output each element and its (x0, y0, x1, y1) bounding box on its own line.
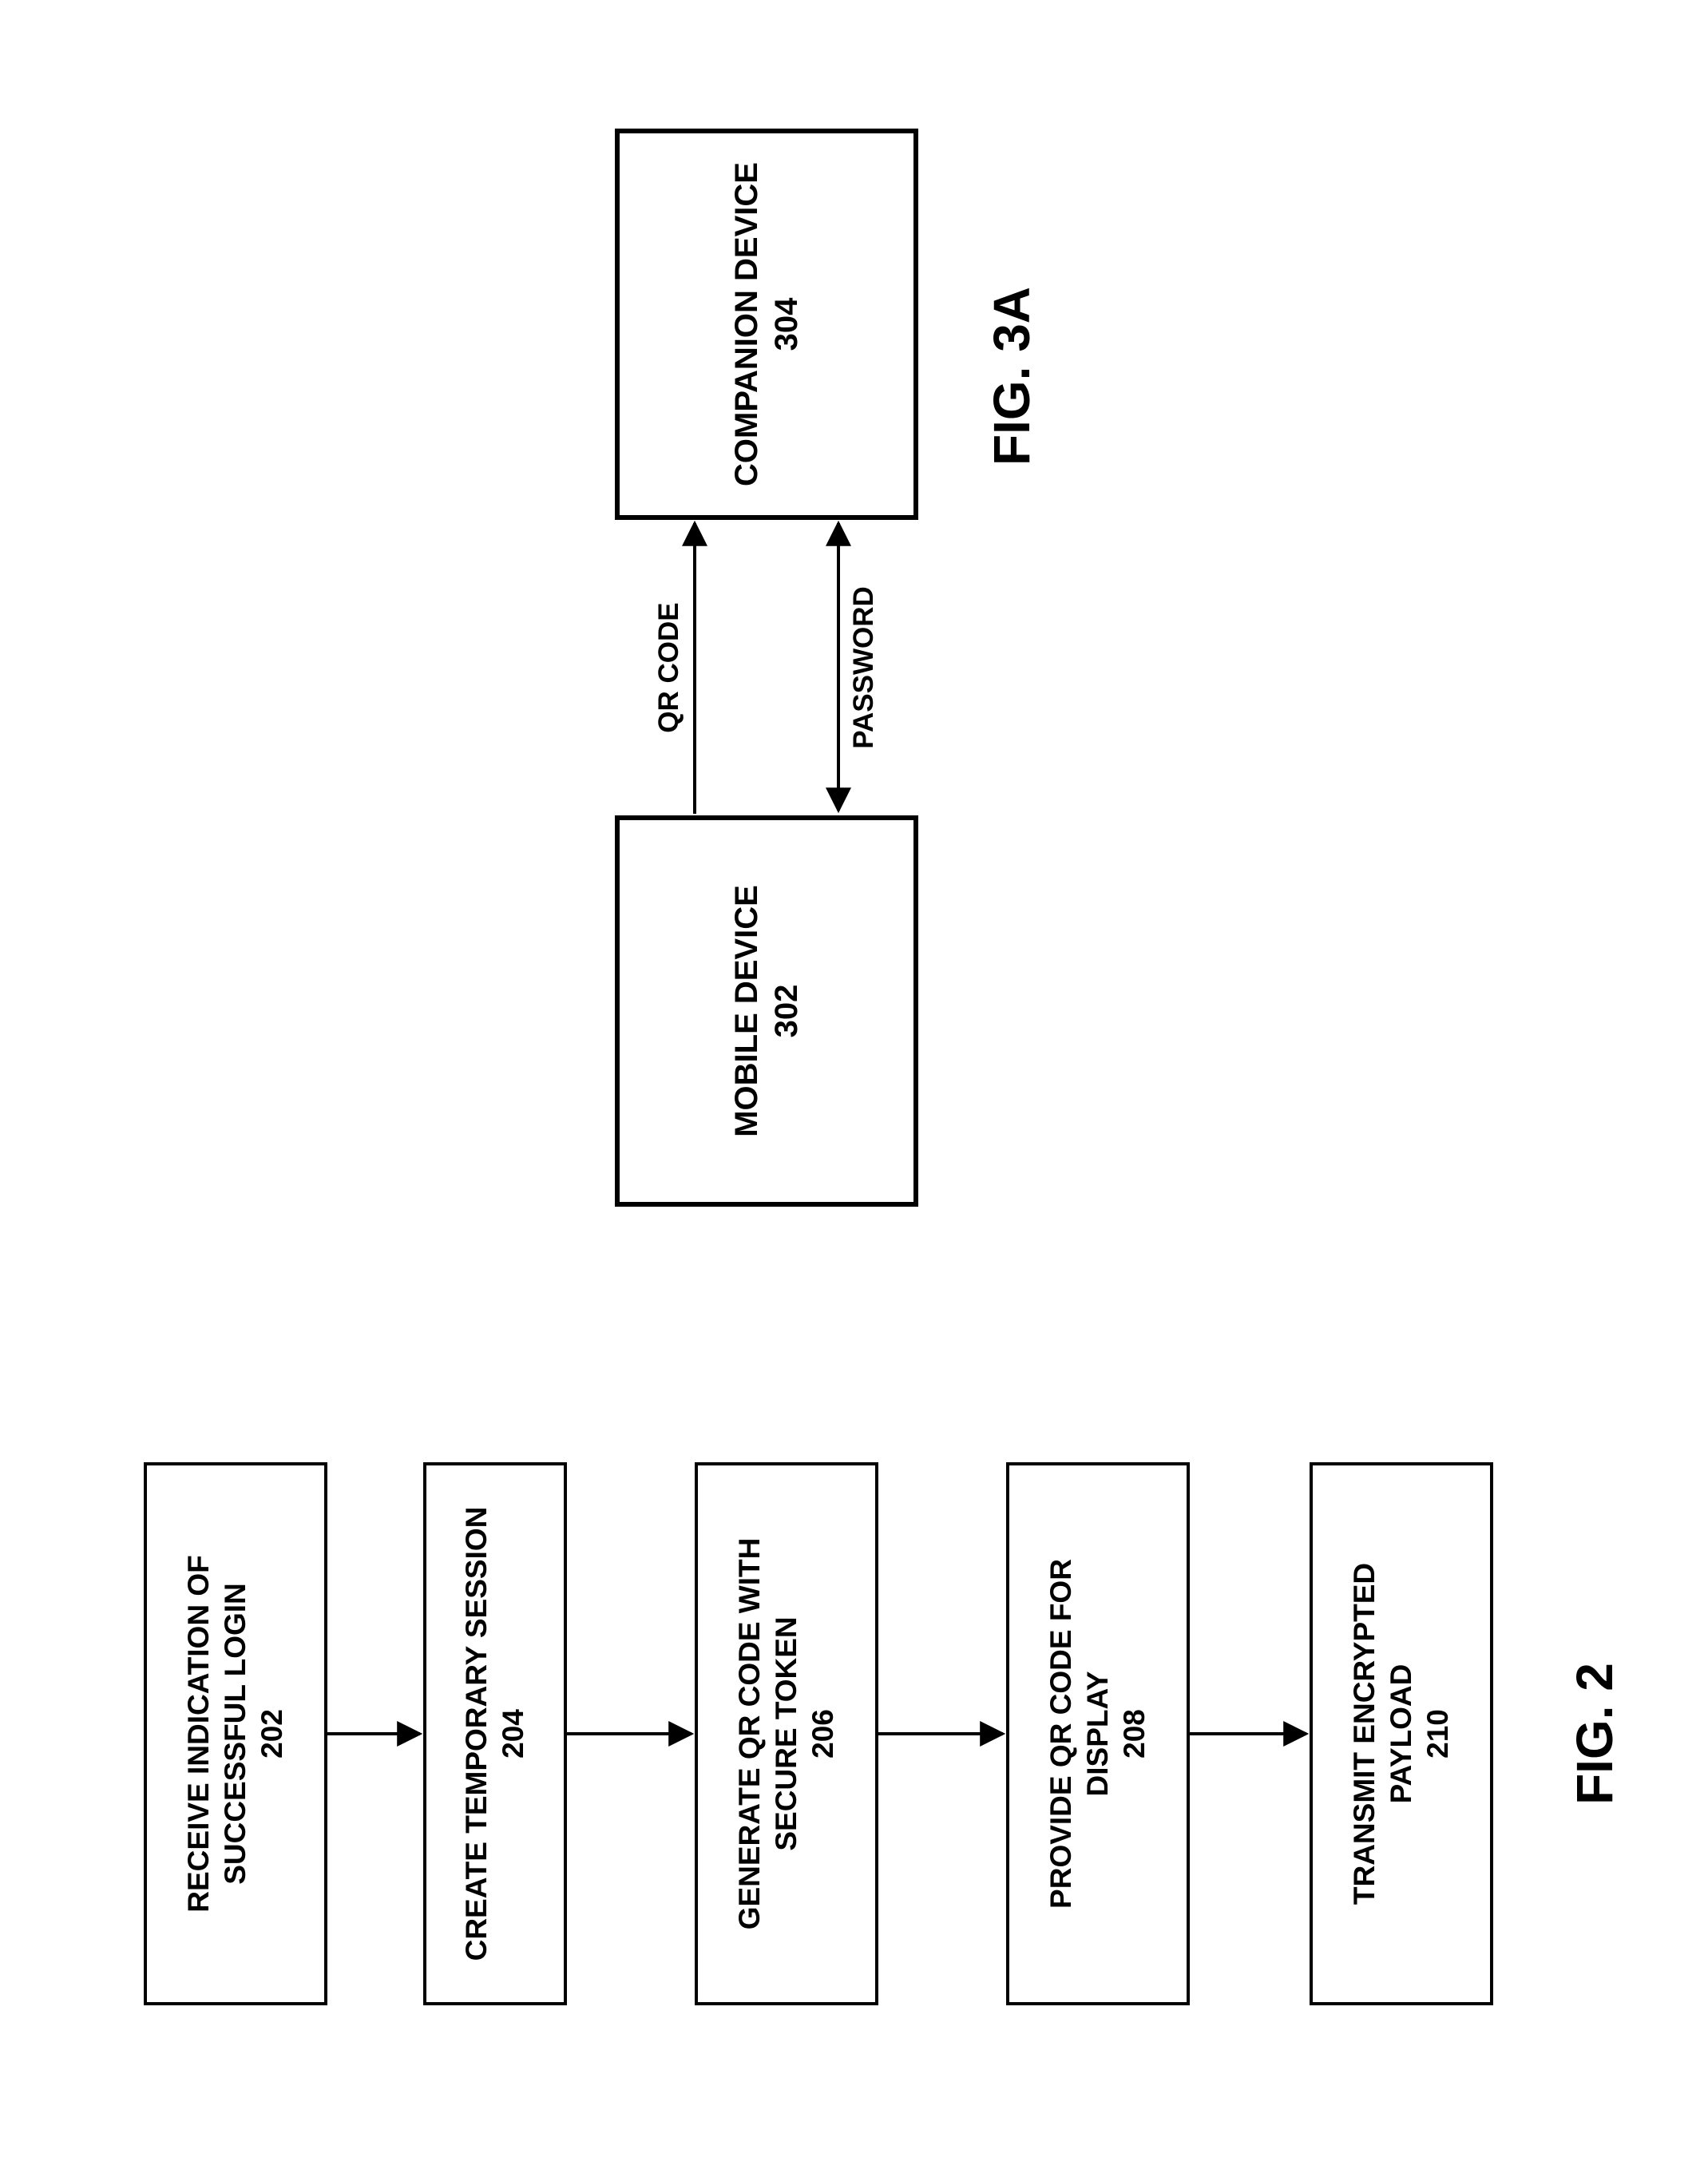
step-text: PROVIDE QR CODE FOR (1043, 1559, 1080, 1909)
step-ref: 210 (1420, 1709, 1456, 1759)
flow-step-208: PROVIDE QR CODE FOR DISPLAY 208 (1006, 1462, 1190, 2005)
qr-code-label: QR CODE (653, 584, 685, 751)
node-ref: 304 (767, 298, 806, 351)
password-label: PASSWORD (848, 568, 880, 767)
node-text: COMPANION DEVICE (727, 162, 767, 486)
step-text: GENERATE QR CODE WITH (731, 1538, 768, 1930)
figure-2-caption: FIG. 2 (1565, 1614, 1624, 1854)
flow-step-210: TRANSMIT ENCRYPTED PAYLOAD 210 (1310, 1462, 1493, 2005)
step-ref: 204 (495, 1709, 532, 1759)
mobile-device-node: MOBILE DEVICE 302 (615, 815, 918, 1207)
step-text: PAYLOAD (1383, 1664, 1420, 1804)
step-text: TRANSMIT ENCRYPTED (1346, 1563, 1383, 1905)
flow-step-202: RECEIVE INDICATION OF SUCCESSFUL LOGIN 2… (144, 1462, 327, 2005)
node-text: MOBILE DEVICE (727, 885, 767, 1137)
step-ref: 208 (1116, 1709, 1153, 1759)
step-ref: 202 (254, 1709, 291, 1759)
figure-3a-caption: FIG. 3A (982, 232, 1041, 520)
step-text: CREATE TEMPORARY SESSION (458, 1507, 495, 1961)
node-ref: 302 (767, 985, 806, 1038)
flow-step-206: GENERATE QR CODE WITH SECURE TOKEN 206 (695, 1462, 878, 2005)
step-ref: 206 (805, 1709, 842, 1759)
diagram-canvas: RECEIVE INDICATION OF SUCCESSFUL LOGIN 2… (0, 0, 1708, 2181)
step-text: DISPLAY (1080, 1671, 1116, 1797)
flow-step-204: CREATE TEMPORARY SESSION 204 (423, 1462, 567, 2005)
step-text: SUCCESSFUL LOGIN (217, 1583, 254, 1885)
step-text: RECEIVE INDICATION OF (180, 1555, 217, 1912)
companion-device-node: COMPANION DEVICE 304 (615, 129, 918, 520)
step-text: SECURE TOKEN (768, 1616, 805, 1850)
